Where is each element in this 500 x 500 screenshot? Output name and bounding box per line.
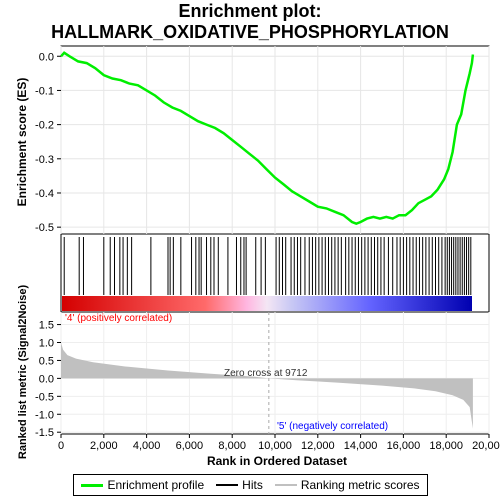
legend-item-enrichment: Enrichment profile bbox=[81, 478, 204, 492]
x-axis-label: Rank in Ordered Dataset bbox=[207, 454, 347, 468]
metric-y-tick-label: 1.0 bbox=[39, 338, 54, 350]
es-y-tick-label: -0.4 bbox=[35, 188, 54, 200]
metric-y-tick-label: -1.0 bbox=[35, 409, 54, 421]
x-tick-label: 18,000 bbox=[429, 440, 463, 452]
x-tick-label: 12,000 bbox=[301, 440, 335, 452]
es-y-tick-label: -0.5 bbox=[35, 222, 54, 234]
positive-correlation-label: '4' (positively correlated) bbox=[65, 313, 172, 324]
x-ticks: 0 2,000 4,000 6,000 8,000 10,000 12,000 14,000 1… bbox=[58, 434, 500, 452]
x-tick-label: 2,000 bbox=[90, 440, 118, 452]
legend-label-enrichment: Enrichment profile bbox=[107, 478, 205, 492]
metric-y-tick-label: 0.5 bbox=[39, 355, 54, 367]
legend: Enrichment profile Hits Ranking metric s… bbox=[73, 474, 428, 496]
es-y-tick-label: -0.2 bbox=[35, 120, 54, 132]
metric-y-ticks: 1.5 1.0 0.5 0.0 -0.5 -1.0 -1.5 bbox=[35, 320, 61, 439]
legend-swatch-hits bbox=[216, 484, 239, 486]
title-line-1: Enrichment plot: bbox=[178, 1, 322, 21]
x-tick-label: 6,000 bbox=[176, 440, 204, 452]
legend-item-hits: Hits bbox=[216, 478, 263, 492]
x-tick-label: 8,000 bbox=[218, 440, 246, 452]
es-y-axis-label: Enrichment score (ES) bbox=[15, 78, 29, 207]
es-y-tick-label: -0.1 bbox=[35, 85, 54, 97]
x-tick-label: 16,000 bbox=[387, 440, 421, 452]
x-tick-label: 10,000 bbox=[258, 440, 292, 452]
zero-cross-label: Zero cross at 9712 bbox=[224, 368, 308, 379]
metric-y-tick-label: -0.5 bbox=[35, 391, 54, 403]
plot-title: Enrichment plot: HALLMARK_OXIDATIVE_PHOS… bbox=[0, 1, 500, 43]
legend-label-hits: Hits bbox=[242, 478, 263, 492]
title-line-2: HALLMARK_OXIDATIVE_PHOSPHORYLATION bbox=[51, 22, 449, 42]
metric-y-tick-label: -1.5 bbox=[35, 427, 54, 439]
ranked-color-band bbox=[62, 296, 472, 311]
x-tick-label: 4,000 bbox=[133, 440, 161, 452]
metric-y-tick-label: 1.5 bbox=[39, 320, 54, 332]
negative-correlation-label: '5' (negatively correlated) bbox=[277, 421, 388, 432]
metric-y-axis-label: Ranked list metric (Signal2Noise) bbox=[17, 285, 29, 460]
legend-label-ranking: Ranking metric scores bbox=[300, 478, 420, 492]
legend-item-ranking: Ranking metric scores bbox=[274, 478, 420, 492]
enrichment-profile-line bbox=[60, 51, 475, 226]
enrichment-chart: 0.0 -0.1 -0.2 -0.3 -0.4 -0.5 1.5 1.0 0.5 0.0 -0.5… bbox=[15, 45, 500, 468]
hit-markers bbox=[63, 237, 472, 295]
ranking-metric-area bbox=[61, 342, 473, 429]
legend-swatch-enrichment bbox=[81, 483, 104, 487]
x-tick-label: 20,000 bbox=[472, 440, 500, 452]
metric-y-tick-label: 0.0 bbox=[39, 373, 54, 385]
x-tick-label: 14,000 bbox=[344, 440, 378, 452]
es-grid bbox=[60, 46, 490, 234]
es-y-ticks: 0.0 -0.1 -0.2 -0.3 -0.4 -0.5 bbox=[35, 51, 61, 234]
x-tick-label: 0 bbox=[58, 440, 64, 452]
es-y-tick-label: 0.0 bbox=[39, 51, 54, 63]
es-y-tick-label: -0.3 bbox=[35, 154, 54, 166]
legend-swatch-ranking bbox=[274, 484, 297, 486]
